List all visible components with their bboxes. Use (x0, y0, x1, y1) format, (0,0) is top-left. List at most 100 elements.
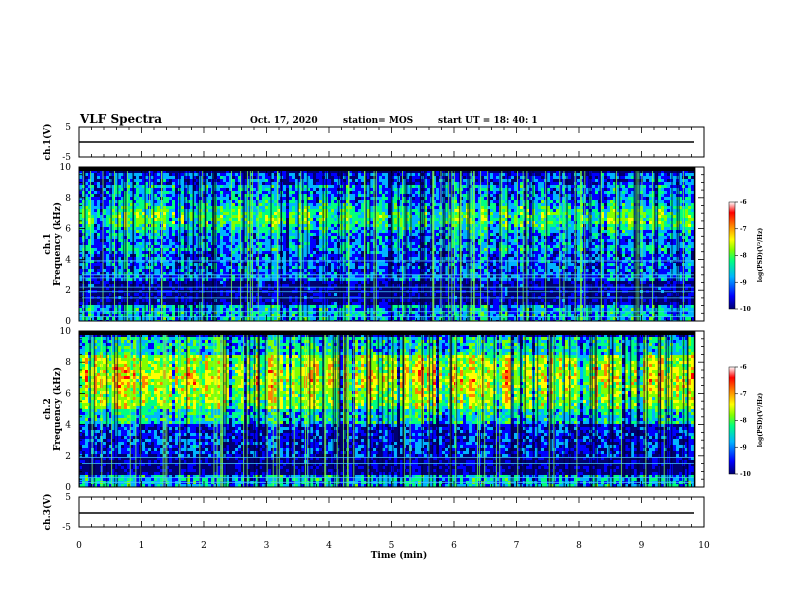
spectrogram-cell (286, 305, 290, 309)
spectrogram-cell (85, 182, 89, 186)
spectrogram-cell (259, 272, 263, 276)
spectrogram-cell (298, 275, 302, 279)
spectrogram-cell (268, 185, 272, 189)
spectrogram-cell (223, 254, 227, 258)
spectrogram-cell (352, 293, 356, 297)
spectrogram-cell (298, 221, 302, 225)
spectrogram-cell (97, 281, 101, 285)
spectrogram-cell (133, 215, 137, 219)
spectrogram-cell (289, 317, 293, 321)
spectrogram-cell (253, 254, 257, 258)
spectrogram-cell (121, 218, 125, 222)
spectrogram-cell (304, 302, 308, 306)
spectrogram-cell (163, 176, 167, 180)
spectrogram-cell (319, 266, 323, 270)
spectrogram-cell (127, 176, 131, 180)
spectrogram-cell (151, 317, 155, 321)
spectrogram-cell (244, 215, 248, 219)
spectrogram-cell (94, 176, 98, 180)
spectrogram-cell (277, 230, 281, 234)
spectrogram-cell (346, 218, 350, 222)
spectrogram-cell (112, 308, 116, 312)
spectrogram-cell (154, 260, 158, 264)
spectrogram-cell (310, 311, 314, 315)
spectrogram-cell (328, 320, 332, 321)
spectrogram-cell (313, 245, 317, 249)
spectrogram-cell (85, 299, 89, 303)
spectrogram-cell (208, 260, 212, 264)
spectrogram-cell (133, 197, 137, 201)
spectrogram-cell (181, 188, 185, 192)
spectrogram-cell (271, 173, 275, 177)
spectrogram-cell (274, 215, 278, 219)
spectrogram-cell (205, 224, 209, 228)
spectrogram-cell (319, 242, 323, 246)
spectrogram-cell (208, 224, 212, 228)
spectrogram-cell (97, 308, 101, 312)
spectrogram-cell (190, 266, 194, 270)
spectrogram-cell (202, 263, 206, 267)
spectrogram-cell (202, 215, 206, 219)
spectrogram-cell (283, 206, 287, 210)
spectrogram-cell (208, 173, 212, 177)
spectrogram-cell (355, 182, 359, 186)
spectrogram-cell (250, 275, 254, 279)
spectrogram-cell (259, 245, 263, 249)
spectrogram-cell (349, 254, 353, 258)
spectrogram-cell (121, 179, 125, 183)
spectrogram-cell (106, 203, 110, 207)
spectrogram-cell (229, 293, 233, 297)
spectrogram-cell (115, 245, 119, 249)
spectrogram-cell (166, 227, 170, 231)
spectrogram-cell (358, 221, 362, 225)
spectrogram-cell (175, 203, 179, 207)
spectrogram-cell (238, 248, 242, 252)
spectrogram-cell (88, 278, 92, 282)
spectrogram-cell (103, 305, 107, 309)
spectrogram-cell (217, 242, 221, 246)
spectrogram-cell (121, 182, 125, 186)
spectrogram-cell (277, 242, 281, 246)
spectrogram-cell (235, 308, 239, 312)
spectrogram-cell (316, 254, 320, 258)
spectrogram-cell (295, 191, 299, 195)
spectrogram-cell (151, 275, 155, 279)
spectrogram-cell (139, 278, 143, 282)
spectrogram-cell (175, 206, 179, 210)
spectrogram-cell (259, 311, 263, 315)
spectrogram-cell (190, 269, 194, 273)
spectrogram-cell (307, 266, 311, 270)
spectrogram-cell (289, 200, 293, 204)
spectrogram-cell (205, 293, 209, 297)
spectrogram-cell (136, 266, 140, 270)
spectrogram-cell (259, 185, 263, 189)
spectrogram-cell (166, 197, 170, 201)
spectrogram-cell (190, 221, 194, 225)
spectrogram-cell (274, 206, 278, 210)
spectrogram-cell (232, 191, 236, 195)
spectrogram-cell (154, 212, 158, 216)
spectrogram-cell (244, 212, 248, 216)
spectrogram-cell (202, 212, 206, 216)
spectrogram-cell (268, 254, 272, 258)
spectrogram-cell (181, 269, 185, 273)
spectrogram-cell (115, 272, 119, 276)
spectrogram-cell (271, 212, 275, 216)
spectrogram-cell (229, 218, 233, 222)
spectrogram-cell (88, 206, 92, 210)
spectrogram-cell (169, 191, 173, 195)
spectrogram-cell (133, 182, 137, 186)
spectrogram-cell (151, 302, 155, 306)
spectrogram-cell (115, 302, 119, 306)
spectrogram-cell (136, 305, 140, 309)
spectrogram-cell (235, 224, 239, 228)
spectrogram-cell (289, 245, 293, 249)
spectrogram-cell (157, 302, 161, 306)
spectrogram-cell (97, 230, 101, 234)
spectrogram-cell (268, 206, 272, 210)
spectrogram-cell (190, 293, 194, 297)
spectrogram-cell (139, 191, 143, 195)
spectrogram-cell (166, 239, 170, 243)
spectrogram-cell (319, 248, 323, 252)
spectrogram-cell (163, 191, 167, 195)
